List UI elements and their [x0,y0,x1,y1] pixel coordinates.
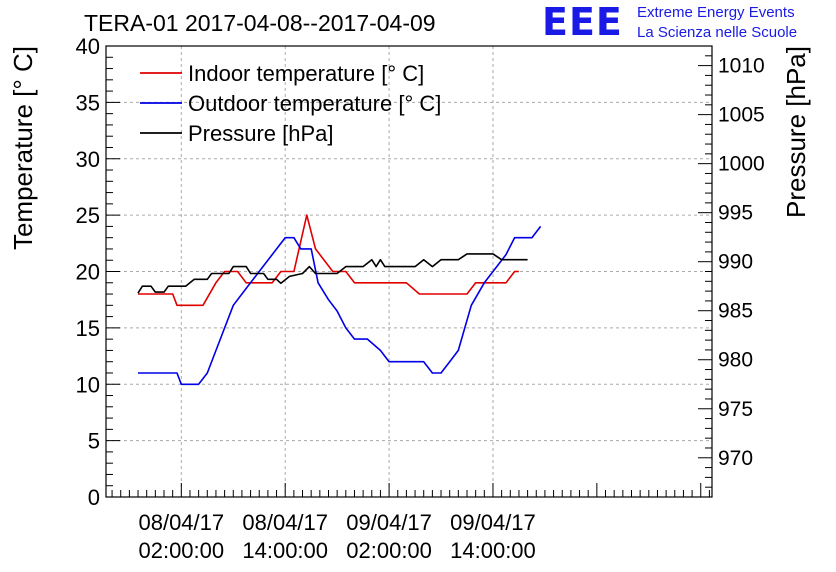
x-tick-label: 02:00:00 [138,538,224,563]
legend-label-1: Outdoor temperature [° C] [188,91,441,116]
y2-tick-label: 995 [718,202,753,225]
legend-label-0: Indoor temperature [° C] [188,61,424,86]
chart-title: TERA-01 2017-04-08--2017-04-09 [84,10,436,36]
y-tick-label: 30 [76,147,100,172]
y2-tick-label: 980 [718,349,753,372]
y-axis-label: Temperature [° C] [8,46,38,250]
logo-text-line2: La Scienza nelle Scuole [637,24,798,41]
y-tick-label: 40 [76,34,100,59]
y2-tick-label: 1005 [718,104,765,127]
x-tick-label: 09/04/17 [346,510,432,535]
x-tick-label: 08/04/17 [138,510,224,535]
x-tick-label: 09/04/17 [450,510,536,535]
x-tick-label: 14:00:00 [242,538,328,563]
x-tick-label: 08/04/17 [242,510,328,535]
x-tick-label: 02:00:00 [346,538,432,563]
series-line-2 [137,253,528,294]
y-tick-label: 5 [88,429,100,454]
legend: Indoor temperature [° C] Outdoor temperat… [140,61,441,146]
logo-text-line1: Extreme Energy Events [637,4,795,21]
y-tick-label: 25 [76,203,100,228]
y-tick-label: 0 [88,485,100,510]
y2-tick-label: 1000 [718,153,765,176]
y2-tick-label: 1010 [718,55,765,78]
series-line-1 [138,225,542,386]
y-tick-label: 10 [76,372,100,397]
y-tick-label: 15 [76,316,100,341]
y2-axis-label: Pressure [hPa] [781,46,811,218]
legend-label-2: Pressure [hPa] [188,121,334,146]
y2-tick-label: 975 [718,398,753,421]
axes: 0 5 10 15 20 25 30 35 40 970 975 980 985 990 995 1000 10… [8,34,811,563]
y2-tick-label: 990 [718,251,753,274]
y-tick-label: 20 [76,260,100,285]
y-tick-label: 35 [76,90,100,115]
eee-logo-mark: EEE [542,0,623,44]
y2-tick-label: 985 [718,300,753,323]
y2-tick-label: 970 [718,447,753,470]
series-lines [137,214,542,386]
series-line-0 [138,214,519,307]
grid-lines [106,46,712,497]
x-tick-label: 14:00:00 [450,538,536,563]
